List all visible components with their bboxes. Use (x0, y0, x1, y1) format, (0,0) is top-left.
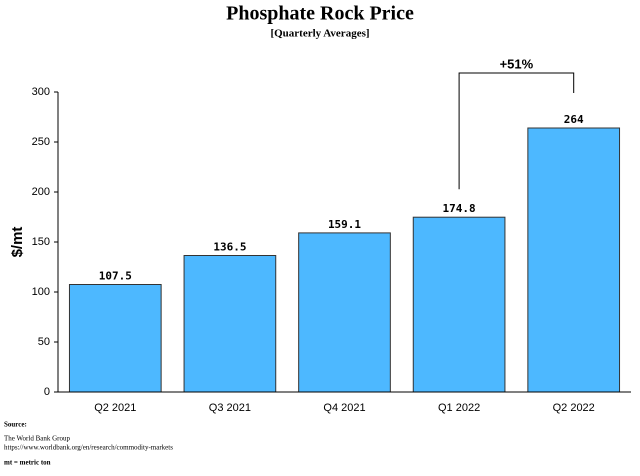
annotation: +51% (500, 56, 534, 71)
y-tick-label: 300 (32, 86, 50, 98)
y-tick-label: 250 (32, 136, 50, 148)
x-tick-label: Q1 2022 (438, 402, 480, 414)
value-label: 136.5 (213, 241, 246, 254)
source-line: The World Bank Group (4, 435, 70, 443)
y-tick-label: 150 (32, 236, 50, 248)
x-tick-label: Q2 2022 (553, 402, 595, 414)
annotation-bracket (458, 72, 575, 190)
y-tick-label: 200 (32, 186, 50, 198)
chart-title: Phosphate Rock Price (226, 3, 414, 25)
x-tick-label: Q4 2021 (323, 402, 365, 414)
x-tick-label: Q2 2021 (94, 402, 136, 414)
value-label: 107.5 (99, 270, 132, 283)
y-tick-label: 0 (44, 386, 50, 398)
chart-subtitle: [Quarterly Averages] (270, 28, 369, 40)
bar (183, 255, 277, 393)
bar (68, 284, 162, 393)
y-tick-label: 50 (38, 336, 50, 348)
note: mt = metric ton (4, 459, 51, 467)
y-tick-label: 100 (32, 286, 50, 298)
bar (298, 232, 391, 393)
value-label: 159.1 (328, 218, 361, 231)
bar (412, 216, 506, 393)
bar (527, 127, 621, 393)
x-tick-label: Q3 2021 (209, 402, 251, 414)
value-label: 264 (564, 113, 584, 126)
source-label: Source: (4, 421, 27, 429)
source-line: https://www.worldbank.org/en/research/co… (4, 444, 173, 452)
value-label: 174.8 (443, 202, 476, 215)
y-axis-label: $/mt (9, 227, 26, 258)
